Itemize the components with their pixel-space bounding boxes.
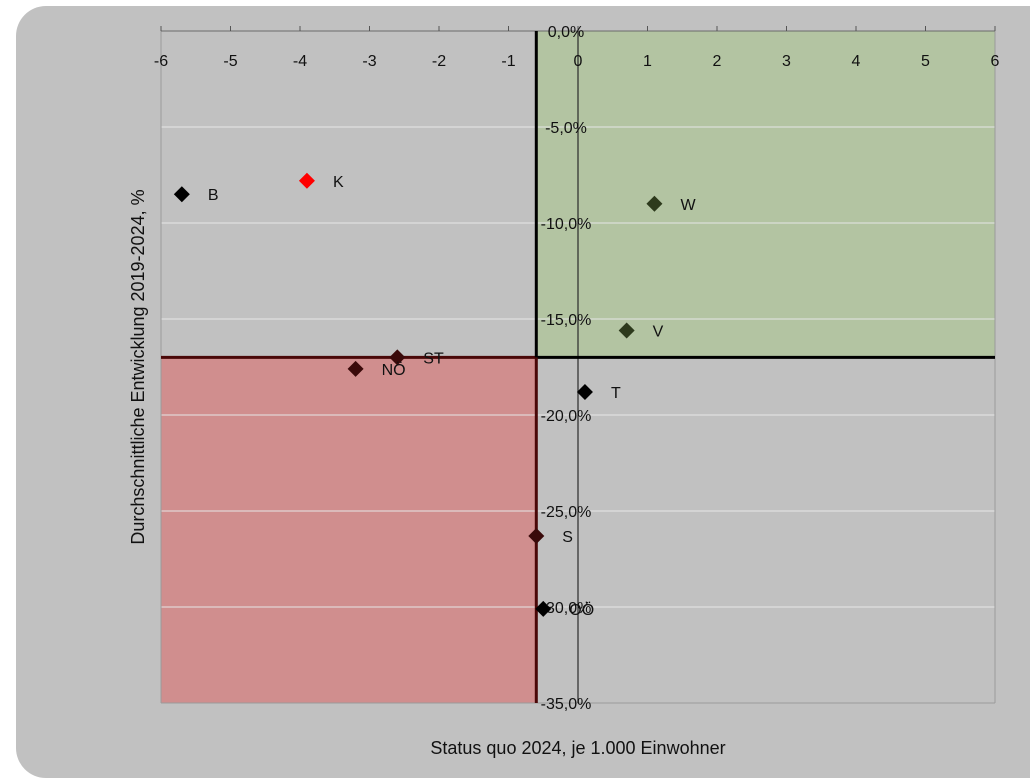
x-tick-label-10: 4: [852, 53, 861, 70]
data-point-6: [576, 383, 593, 400]
y-tick-label-2: -10,0%: [541, 216, 592, 233]
data-label-7: S: [562, 529, 573, 546]
y-tick-label-7: -35,0%: [541, 696, 592, 713]
region-top-right: [536, 31, 995, 358]
data-label-6: T: [611, 385, 621, 402]
x-tick-label-6: 0: [574, 53, 583, 70]
tick-labels: -6 -5 -4 -3 -2 -1 0 1 2 3 4 5 6 0,0% -5,0% -10,0% -15,0%…: [154, 24, 1000, 713]
x-tick-label-5: -1: [501, 53, 515, 70]
data-point-1: [298, 172, 315, 189]
y-tick-label-5: -25,0%: [541, 504, 592, 521]
data-label-3: V: [653, 324, 664, 341]
y-tick-label-4: -20,0%: [541, 408, 592, 425]
y-tick-label-1: -5,0%: [545, 120, 587, 137]
chart-axes: [160, 26, 996, 704]
data-label-5: NÖ: [382, 361, 406, 379]
y-tick-label-6: -30,0%: [541, 600, 592, 617]
x-tick-label-9: 3: [782, 53, 791, 70]
data-point-5: [347, 360, 364, 377]
data-label-8: OÖ: [569, 601, 594, 619]
x-tick-label-4: -2: [432, 53, 446, 70]
y-tick-label-3: -15,0%: [541, 312, 592, 329]
x-tick-label-1: -5: [223, 53, 237, 70]
x-tick-label-7: 1: [643, 53, 652, 70]
data-label-2: W: [680, 197, 696, 214]
data-point-8: [535, 600, 552, 617]
y-axis-title: Durchschnittliche Entwicklung 2019-2024,…: [128, 189, 148, 544]
data-points: B K W V ST NÖ T S OÖ: [173, 172, 696, 619]
data-label-1: K: [333, 174, 344, 191]
x-axis-title: Status quo 2024, je 1.000 Einwohner: [430, 738, 725, 758]
data-label-0: B: [208, 187, 219, 204]
data-point-4: [389, 349, 406, 366]
data-label-4: ST: [423, 350, 444, 367]
axis-titles: Status quo 2024, je 1.000 Einwohner Durch…: [128, 189, 726, 758]
data-point-3: [618, 322, 635, 339]
x-tick-label-0: -6: [154, 53, 168, 70]
x-tick-label-12: 6: [991, 53, 1000, 70]
data-point-2: [646, 195, 663, 212]
x-tick-label-3: -3: [362, 53, 376, 70]
data-point-0: [173, 186, 190, 203]
y-tick-label-0: 0,0%: [548, 24, 584, 41]
region-bottom-left: [161, 357, 537, 703]
x-tick-label-11: 5: [921, 53, 930, 70]
scatter-chart: -6 -5 -4 -3 -2 -1 0 1 2 3 4 5 6 0,0% -5,0% -10,0% -15,0%…: [128, 24, 1000, 758]
x-tick-label-8: 2: [713, 53, 722, 70]
chart-frame: -6 -5 -4 -3 -2 -1 0 1 2 3 4 5 6 0,0% -5,0% -10,0% -15,0%…: [16, 6, 1030, 778]
data-point-7: [528, 527, 545, 544]
x-tick-label-2: -4: [293, 53, 307, 70]
